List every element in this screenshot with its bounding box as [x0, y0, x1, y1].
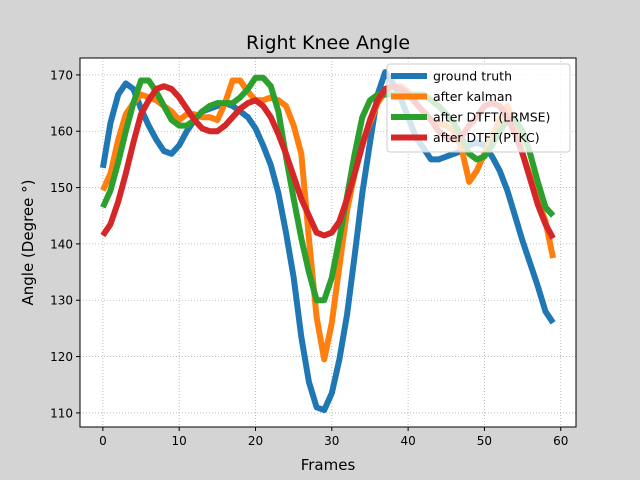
y-tick-label: 120 [50, 350, 73, 364]
x-tick-label: 10 [172, 434, 187, 448]
x-tick-label: 60 [553, 434, 568, 448]
chart-title: Right Knee Angle [246, 32, 410, 54]
x-axis-label: Frames [301, 456, 356, 474]
legend-box [386, 63, 571, 153]
plot-frame [79, 57, 577, 428]
y-tick-label: 110 [50, 406, 73, 420]
x-tick-label: 30 [324, 434, 339, 448]
x-tick-label: 40 [400, 434, 415, 448]
y-axis-label: Angle (Degree °) [19, 179, 37, 305]
legend-label: after DTFT(LRMSE) [433, 110, 550, 125]
x-tick-label: 50 [477, 434, 492, 448]
x-tick-label: 0 [99, 434, 107, 448]
y-tick-label: 150 [50, 181, 73, 195]
y-tick-label: 160 [50, 125, 73, 139]
axis-ticks: 0 10 20 30 40 50 60 110 120 130 140 150 160 170 [50, 68, 568, 448]
series-line-1 [100, 77, 557, 363]
legend-label: ground truth [433, 69, 512, 84]
legend-label: after kalman [433, 89, 512, 104]
y-tick-label: 130 [50, 294, 73, 308]
y-tick-label: 170 [50, 68, 73, 82]
legend-label: after DTFT(PTKC) [433, 130, 540, 145]
series-line-2 [100, 74, 556, 304]
x-tick-label: 20 [248, 434, 263, 448]
y-tick-label: 140 [50, 237, 73, 251]
legend: ground truth after kalman after DTFT(LRMSE… [386, 63, 571, 153]
